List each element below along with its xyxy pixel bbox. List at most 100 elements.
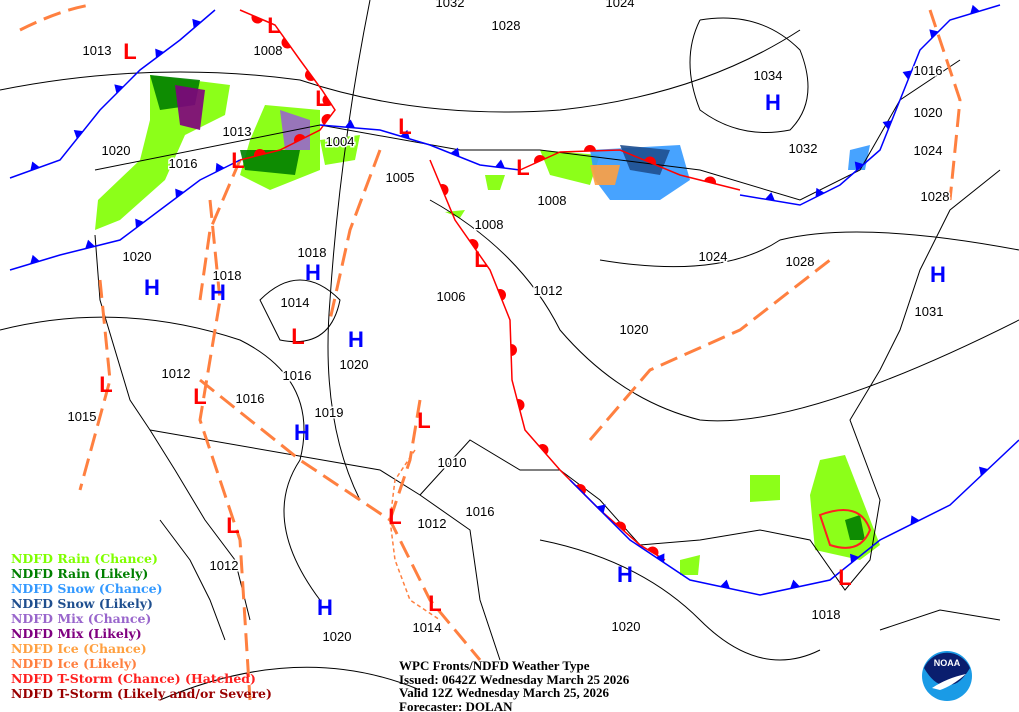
front-symbol xyxy=(450,147,460,157)
front-symbol xyxy=(979,466,989,476)
front-symbol xyxy=(345,119,355,128)
legend-item: NDFD Ice (Likely) xyxy=(11,656,138,671)
isobar xyxy=(539,539,821,661)
front-symbol xyxy=(469,239,479,250)
isobar-label: 1013 xyxy=(223,124,252,139)
precip-area xyxy=(750,475,780,502)
tstorm-area xyxy=(818,509,872,549)
low-pressure-center: L xyxy=(291,324,304,349)
low-pressure-center: L xyxy=(417,408,430,433)
front-symbol xyxy=(497,289,506,301)
isobar-label: 1028 xyxy=(921,189,950,204)
legend-item: NDFD T-Storm (Chance) (Hatched) xyxy=(11,671,256,686)
front-symbol xyxy=(251,15,264,24)
precip-area xyxy=(590,165,620,185)
isobar-label: 1008 xyxy=(538,193,567,208)
front-symbol xyxy=(321,114,332,125)
isobar-label: 1013 xyxy=(83,43,112,58)
isobar-label: 1020 xyxy=(340,357,369,372)
legend-item: NDFD Mix (Likely) xyxy=(11,626,142,641)
front-symbol xyxy=(495,159,505,169)
high-pressure-center: H xyxy=(317,595,333,620)
low-pressure-center: L xyxy=(315,86,328,111)
front-symbol xyxy=(215,162,225,173)
low-pressure-center: L xyxy=(838,565,851,590)
isobar-label: 1032 xyxy=(789,141,818,156)
low-pressure-center: L xyxy=(398,114,411,139)
low-pressure-center: L xyxy=(99,372,112,397)
ice-line xyxy=(389,449,441,621)
isobar-label: 1020 xyxy=(123,249,152,264)
isobar-label: 1014 xyxy=(413,620,442,635)
isobar-label: 1010 xyxy=(438,455,467,470)
front-symbol xyxy=(720,579,730,589)
isobar-label: 1016 xyxy=(169,156,198,171)
isobar xyxy=(429,199,1019,422)
precip-area xyxy=(845,515,865,540)
isobar-label: 1012 xyxy=(162,366,191,381)
front-symbol xyxy=(155,48,164,58)
isobar-label: 1020 xyxy=(612,619,641,634)
front-symbol xyxy=(192,18,202,29)
precip-area xyxy=(320,135,360,165)
precip-area xyxy=(175,85,205,130)
trough-line xyxy=(928,9,962,201)
isobar-label: 1020 xyxy=(102,143,131,158)
isobar-label: 1012 xyxy=(210,558,239,573)
legend-item: NDFD Snow (Likely) xyxy=(11,596,153,611)
front-symbol xyxy=(854,161,864,171)
caption-forecaster: Forecaster: DOLAN xyxy=(399,698,513,712)
front-symbol xyxy=(596,504,606,514)
precip-area xyxy=(485,175,505,190)
legend-item: NDFD Snow (Chance) xyxy=(11,581,163,596)
trough-line xyxy=(198,199,252,701)
trough-line xyxy=(588,258,831,441)
isobar-label: 1020 xyxy=(914,105,943,120)
legend-item: NDFD Rain (Chance) xyxy=(11,551,158,566)
high-pressure-center: H xyxy=(144,275,160,300)
map-caption: WPC Fronts/NDFD Weather Type Issued: 064… xyxy=(399,659,629,712)
isobar xyxy=(259,279,341,343)
noaa-logo: NOAA xyxy=(922,651,972,701)
high-pressure-center: H xyxy=(210,280,226,305)
front-symbol xyxy=(538,443,549,455)
front-symbol xyxy=(135,218,144,228)
isobar-label: 1028 xyxy=(492,18,521,33)
front-symbol xyxy=(294,134,306,143)
front-symbol xyxy=(647,546,659,556)
coastline xyxy=(689,17,809,133)
legend: NDFD Rain (Chance) NDFD Rain (Likely) NDFD… xyxy=(11,551,272,701)
isobar-label: 1006 xyxy=(437,289,466,304)
isobar-label: 1018 xyxy=(298,245,327,260)
high-pressure-center: H xyxy=(294,420,310,445)
low-pressure-center: L xyxy=(388,504,401,529)
front-symbol xyxy=(910,515,920,525)
caption-valid: Valid 12Z Wednesday March 25, 2026 xyxy=(399,685,609,700)
low-pressure-center: L xyxy=(267,13,280,38)
low-pressure-center: L xyxy=(231,148,244,173)
isobar-label: 1034 xyxy=(754,68,783,83)
front-symbol xyxy=(114,84,124,94)
isobar-label: 1008 xyxy=(254,43,283,58)
low-pressure-center: L xyxy=(193,384,206,409)
front-symbol xyxy=(85,239,95,249)
isobar-label: 1014 xyxy=(281,295,310,310)
isobar-label: 1020 xyxy=(323,629,352,644)
isobar-label: 1016 xyxy=(466,504,495,519)
precip-area xyxy=(540,150,600,185)
trough-line xyxy=(388,399,422,521)
front-symbol xyxy=(765,192,775,201)
trough-line xyxy=(199,378,482,661)
isobar-label: 1012 xyxy=(418,516,447,531)
cold-front xyxy=(569,439,1019,596)
front-symbol xyxy=(400,129,410,139)
front-symbol xyxy=(575,484,586,495)
cold-front xyxy=(9,9,216,179)
isobar-label: 1020 xyxy=(620,322,649,337)
isobar-label: 1016 xyxy=(236,391,265,406)
legend-item: NDFD T-Storm (Likely and/or Severe) xyxy=(11,686,272,701)
legend-item: NDFD Mix (Chance) xyxy=(11,611,152,626)
caption-issued: Issued: 0642Z Wednesday March 25 2026 xyxy=(399,671,630,687)
front-symbol xyxy=(305,70,315,82)
